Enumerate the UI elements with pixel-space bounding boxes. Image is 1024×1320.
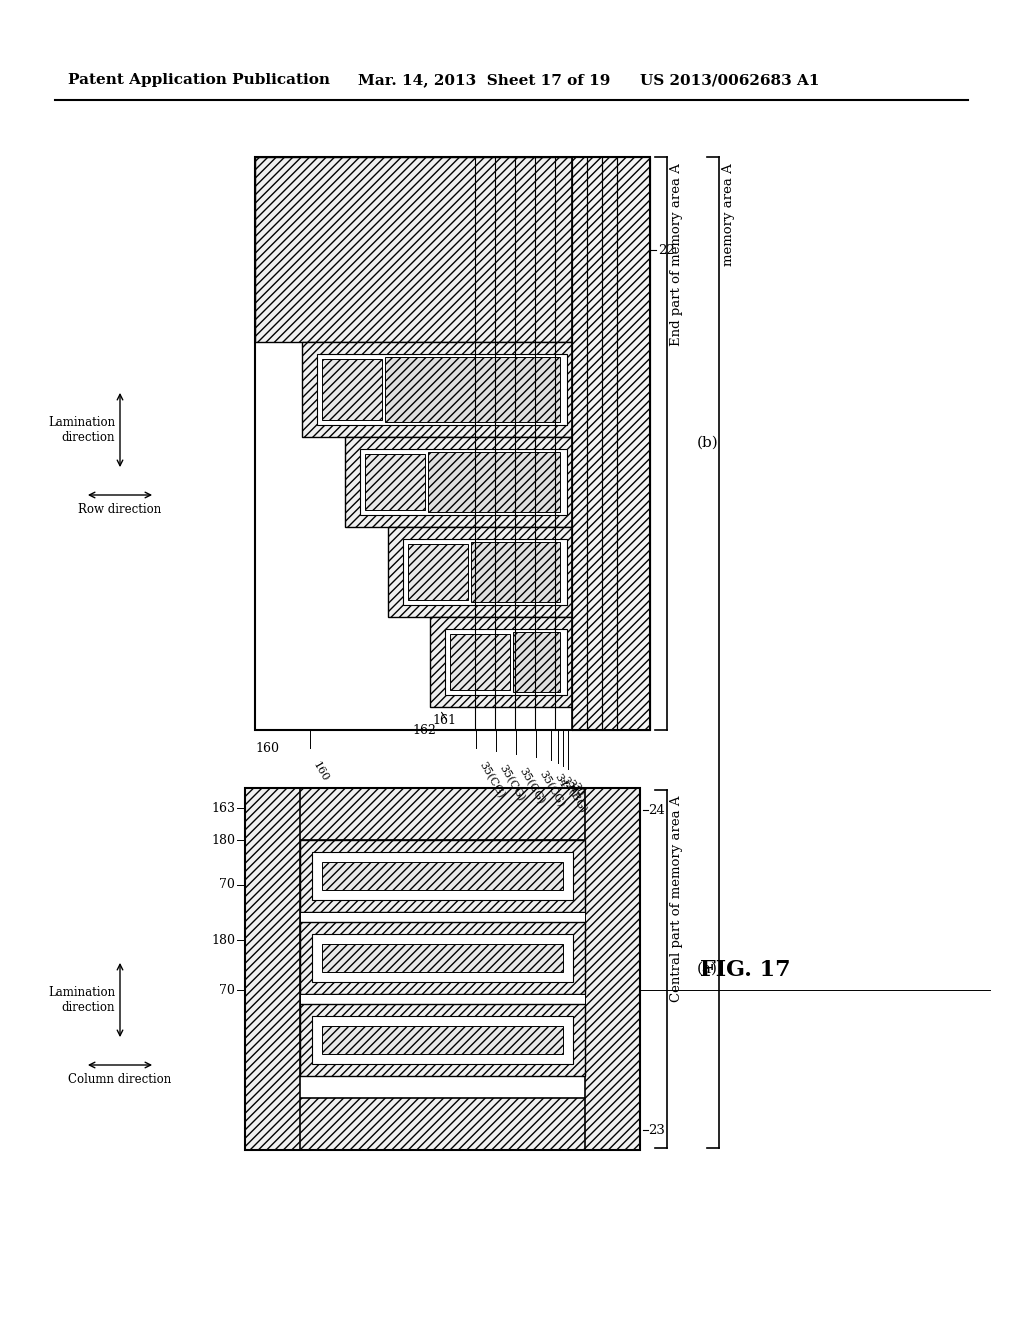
Text: 70: 70 — [219, 983, 234, 997]
Bar — [312, 1016, 573, 1064]
Bar — [322, 1026, 563, 1053]
Bar — [322, 359, 382, 420]
Bar — [300, 994, 585, 1005]
Bar — [300, 840, 585, 912]
Bar — [245, 1098, 640, 1150]
Text: Mar. 14, 2013  Sheet 17 of 19: Mar. 14, 2013 Sheet 17 of 19 — [358, 73, 610, 87]
Bar — [300, 921, 585, 994]
Bar — [408, 544, 468, 601]
Bar — [302, 342, 572, 437]
Text: Column direction: Column direction — [69, 1073, 172, 1086]
Bar — [312, 935, 573, 982]
Text: Row direction: Row direction — [79, 503, 162, 516]
Bar — [322, 944, 563, 972]
Bar — [572, 157, 587, 730]
Bar — [585, 788, 640, 1150]
Text: 35(CG): 35(CG) — [497, 763, 526, 803]
Bar — [255, 157, 572, 342]
Bar — [513, 632, 560, 692]
Bar — [312, 851, 573, 900]
Bar — [255, 157, 650, 730]
Text: 160: 160 — [311, 760, 331, 784]
Text: 24: 24 — [648, 804, 665, 817]
Bar — [345, 437, 572, 527]
Text: End part of memory area A: End part of memory area A — [670, 162, 683, 346]
Text: 32(BG): 32(BG) — [559, 775, 588, 814]
Text: 34: 34 — [552, 772, 567, 789]
Bar — [385, 356, 560, 422]
Bar — [300, 912, 585, 921]
Text: 180: 180 — [211, 833, 234, 846]
Bar — [388, 527, 572, 616]
Text: 180: 180 — [211, 933, 234, 946]
Bar — [245, 788, 640, 1150]
Bar — [317, 354, 567, 425]
Bar — [322, 862, 563, 890]
Bar — [365, 454, 425, 510]
Text: 160: 160 — [255, 742, 279, 755]
Text: 70: 70 — [219, 879, 234, 891]
Text: 161: 161 — [432, 714, 456, 726]
Bar — [430, 616, 572, 708]
Bar — [403, 539, 567, 605]
Text: 35(CG): 35(CG) — [517, 766, 546, 807]
Bar — [360, 449, 567, 515]
Text: Lamination
direction: Lamination direction — [48, 416, 115, 444]
Text: Central part of memory area A: Central part of memory area A — [670, 796, 683, 1002]
Text: 162: 162 — [412, 723, 436, 737]
Bar — [572, 157, 650, 730]
Bar — [587, 157, 602, 730]
Text: FIG. 17: FIG. 17 — [700, 960, 791, 981]
Bar — [602, 157, 617, 730]
Text: (a): (a) — [697, 962, 718, 975]
Text: 30: 30 — [569, 781, 585, 799]
Text: Patent Application Publication: Patent Application Publication — [68, 73, 330, 87]
Bar — [428, 451, 560, 512]
Text: 22: 22 — [658, 243, 675, 256]
Text: 163: 163 — [211, 801, 234, 814]
Text: 31: 31 — [564, 777, 580, 796]
Bar — [450, 634, 510, 690]
Text: 35(CG): 35(CG) — [537, 770, 566, 809]
Text: 23: 23 — [648, 1123, 665, 1137]
Bar — [300, 1005, 585, 1076]
Text: 35(CG): 35(CG) — [477, 760, 506, 800]
Bar — [245, 788, 640, 840]
Bar — [445, 630, 567, 696]
Text: Lamination
direction: Lamination direction — [48, 986, 115, 1014]
Bar — [471, 543, 560, 602]
Bar — [617, 157, 650, 730]
Text: (b): (b) — [697, 436, 719, 450]
Text: US 2013/0062683 A1: US 2013/0062683 A1 — [640, 73, 819, 87]
Text: memory area A: memory area A — [722, 162, 735, 265]
Bar — [245, 788, 300, 1150]
